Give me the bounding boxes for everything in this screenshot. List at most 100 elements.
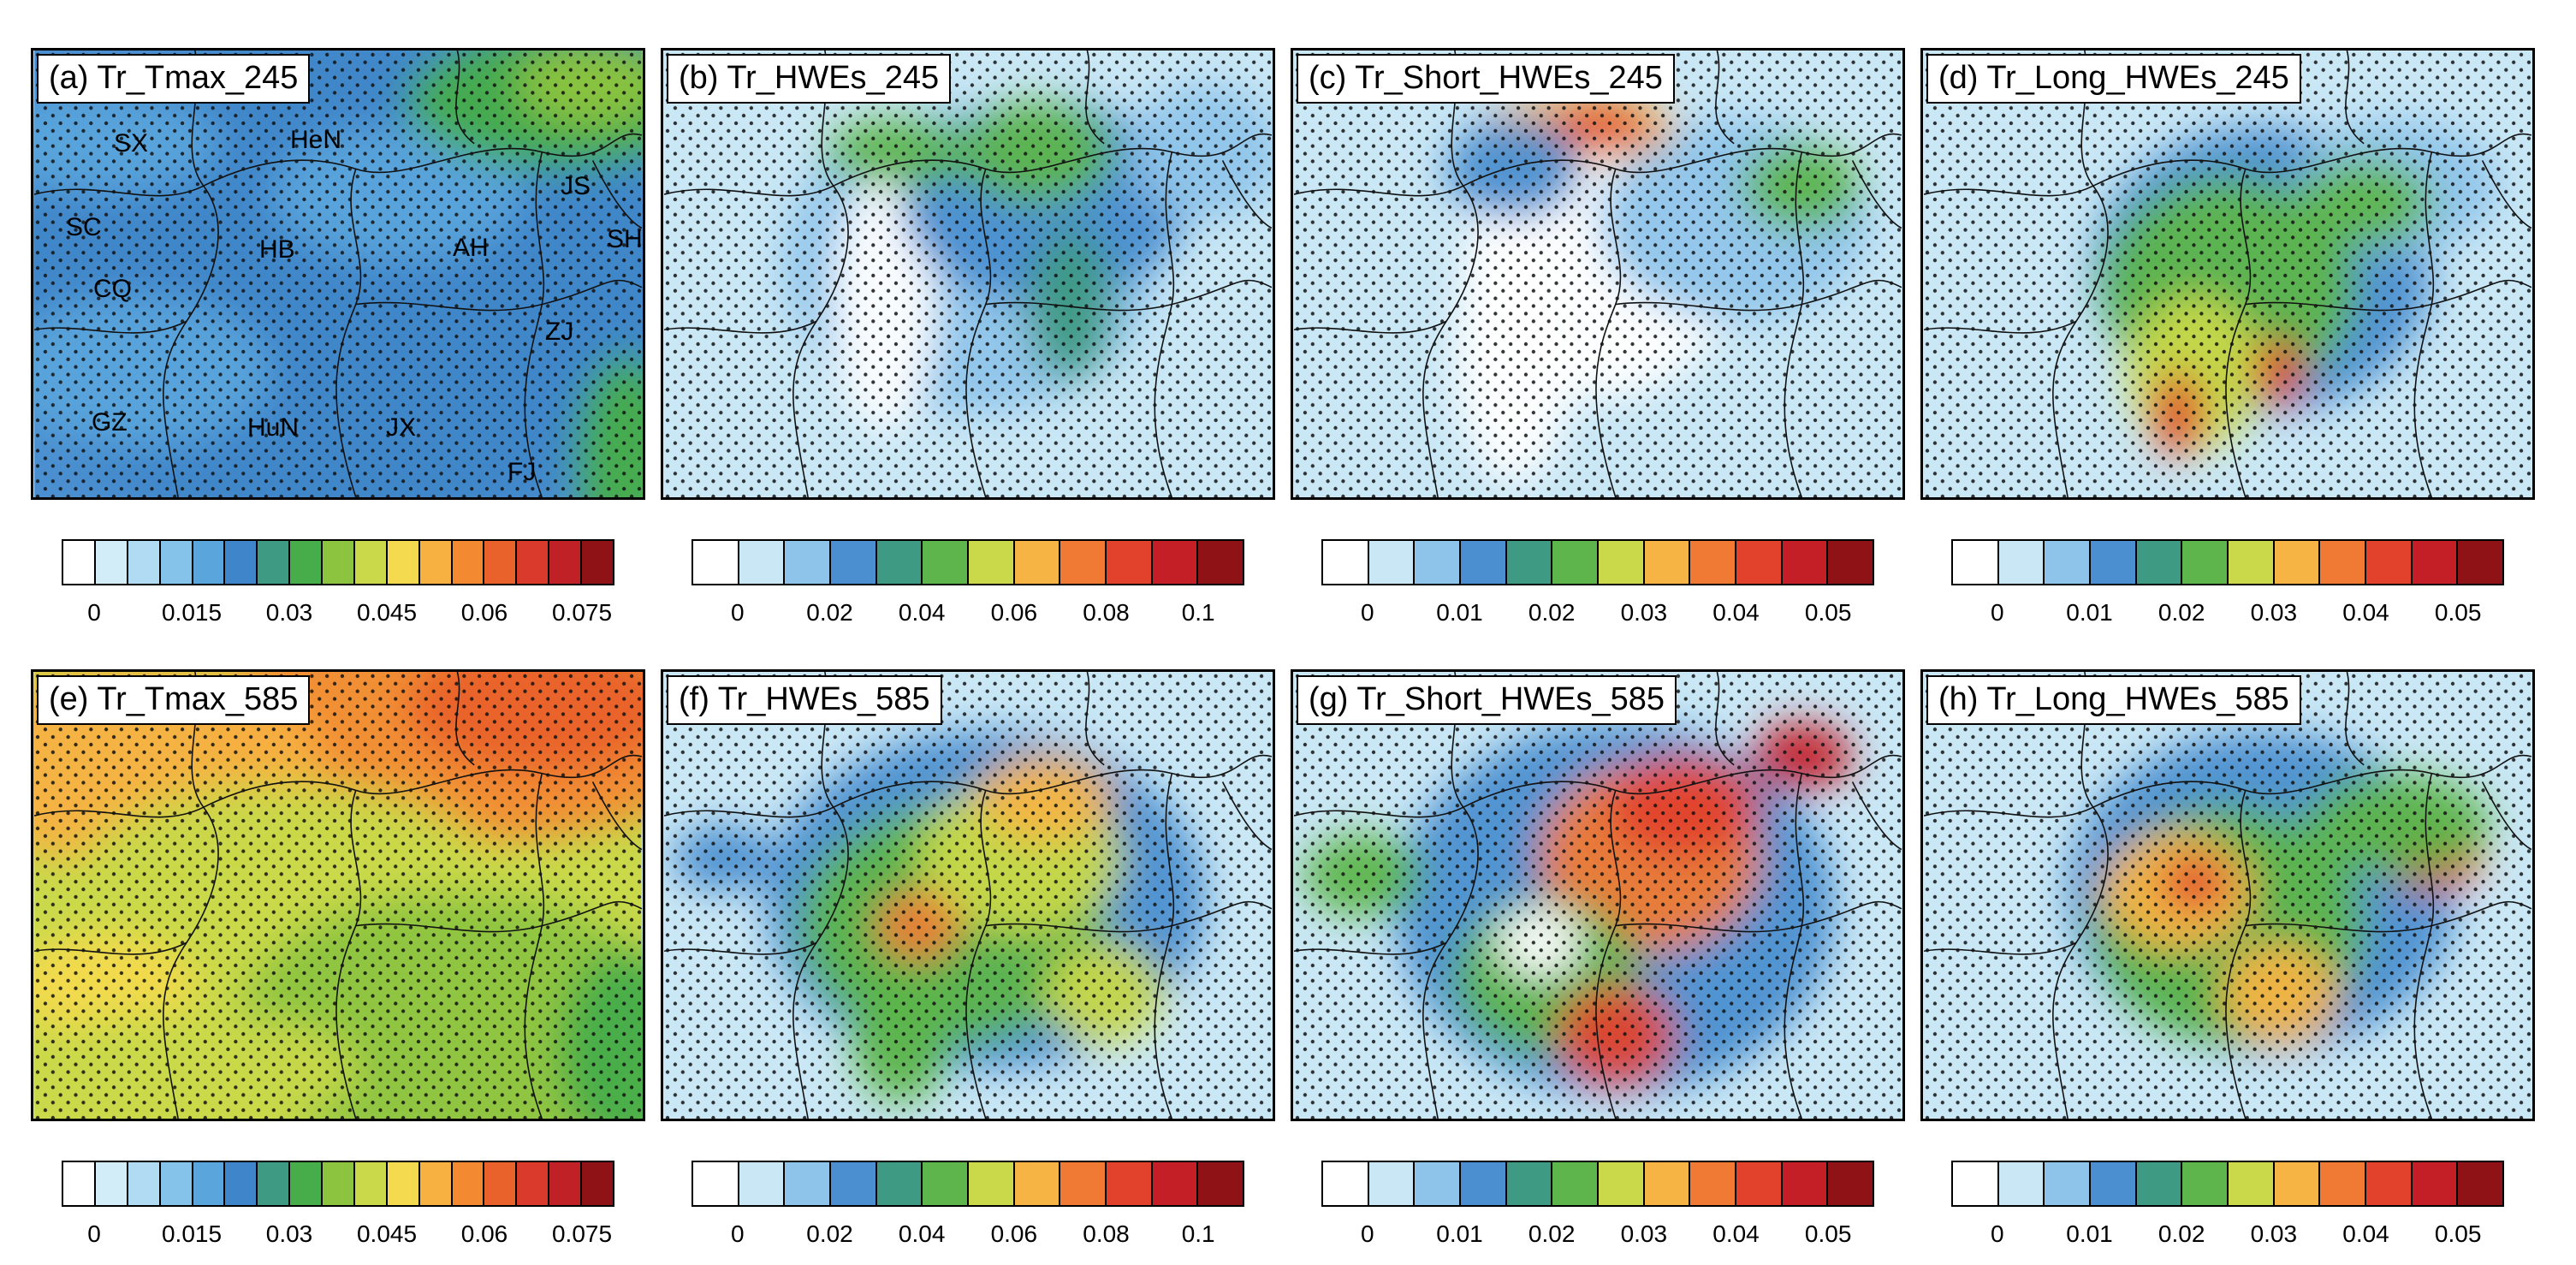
colorbar-swatch [1107, 541, 1153, 584]
colorbar-swatch [1782, 541, 1829, 584]
panel-title-a: (a) Tr_Tmax_245 [37, 54, 311, 104]
colorbar-tick-label: 0.04 [2342, 599, 2389, 626]
colorbar-swatch [2412, 541, 2459, 584]
province-label-hb: HB [259, 235, 295, 264]
colorbar-ticks-b: 0 0.02 0.04 0.06 0.08 0.1 [691, 599, 1244, 633]
colorbar-tick-label: 0.05 [2434, 1220, 2482, 1247]
colorbar-swatch [2458, 541, 2503, 584]
panel-title-d: (d) Tr_Long_HWEs_245 [1926, 54, 2301, 104]
colorbar-tick-label: 0.015 [161, 599, 223, 626]
colorbar-swatch [95, 1162, 128, 1205]
colorbar-tick-label: 0.02 [2158, 599, 2205, 626]
colorbar-swatch [2229, 541, 2275, 584]
colorbar-swatch [785, 1162, 832, 1205]
colorbar-swatch [1998, 1162, 2045, 1205]
colorbar-ticks-d: 0 0.01 0.02 0.03 0.04 0.05 [1951, 599, 2504, 633]
colorbar-swatch [1644, 541, 1691, 584]
colorbar-swatch [1644, 1162, 1691, 1205]
colorbar-swatch [693, 541, 739, 584]
colorbar-swatch [2136, 541, 2183, 584]
colorbar-tick-label: 0.01 [2066, 1220, 2113, 1247]
colorbar-swatch [2182, 541, 2229, 584]
colorbar-tick-label: 0.04 [1712, 599, 1760, 626]
colorbar-ticks-c: 0 0.01 0.02 0.03 0.04 0.05 [1321, 599, 1874, 633]
colorbar-swatch [785, 541, 832, 584]
map-field-a [33, 50, 643, 497]
colorbar-swatch [693, 1162, 739, 1205]
colorbar-tick-label: 0 [1361, 1220, 1374, 1247]
colorbar-swatch [1415, 1162, 1462, 1205]
colorbar-swatch [876, 541, 923, 584]
colorbar-tick-label: 0.04 [1712, 1220, 1760, 1247]
map-field-h [1923, 672, 2532, 1119]
colorbar-tick-label: 0 [1361, 599, 1374, 626]
colorbar-swatch [2412, 1162, 2459, 1205]
colorbar-swatch [1198, 541, 1243, 584]
colorbar-swatch [452, 541, 485, 584]
colorbar-f [691, 1161, 1244, 1207]
colorbar-swatch [354, 541, 388, 584]
colorbar-swatch [258, 1162, 291, 1205]
colorbar-tick-label: 0.015 [161, 1220, 223, 1247]
colorbar-swatch [160, 1162, 193, 1205]
map-panel-a: (a) Tr_Tmax_245 SX HeN JS SC HB AH SH CQ… [31, 48, 645, 500]
province-label-zj: ZJ [545, 318, 574, 346]
colorbar-tick-label: 0.04 [898, 1220, 946, 1247]
colorbar-swatch [549, 541, 582, 584]
colorbar-tick-label: 0.08 [1083, 599, 1130, 626]
colorbar-swatch [1828, 1162, 1873, 1205]
colorbar-swatch [1368, 541, 1416, 584]
map-field-e [33, 672, 643, 1119]
map-panel-g: (g) Tr_Short_HWEs_585 [1291, 669, 1905, 1121]
colorbar-ticks-f: 0 0.02 0.04 0.06 0.08 0.1 [691, 1220, 1244, 1255]
province-label-hen: HeN [290, 126, 342, 154]
colorbar-tick-label: 0.045 [356, 599, 418, 626]
colorbar-swatch [1599, 541, 1645, 584]
colorbar-tick-label: 0.03 [2250, 599, 2298, 626]
colorbar-swatch [969, 541, 1015, 584]
province-label-cq: CQ [93, 275, 132, 303]
colorbar-a [62, 539, 614, 585]
colorbar-swatch [1552, 541, 1600, 584]
province-label-sh: SH [607, 225, 643, 253]
colorbar-tick-label: 0.05 [1804, 599, 1852, 626]
colorbar-swatch [582, 1162, 613, 1205]
colorbar-swatch [2458, 1162, 2503, 1205]
colorbar-swatch [2045, 1162, 2092, 1205]
colorbar-tick-label: 0.01 [2066, 599, 2113, 626]
map-panel-c: (c) Tr_Short_HWEs_245 [1291, 48, 1905, 500]
colorbar-swatch [2045, 541, 2092, 584]
colorbar-swatch [2136, 1162, 2183, 1205]
colorbar-swatch [95, 541, 128, 584]
colorbar-swatch [923, 541, 970, 584]
colorbar-tick-label: 0.075 [551, 1220, 613, 1247]
colorbar-ticks-h: 0 0.01 0.02 0.03 0.04 0.05 [1951, 1220, 2504, 1255]
colorbar-swatch [1690, 1162, 1737, 1205]
panel-title-g: (g) Tr_Short_HWEs_585 [1297, 675, 1677, 725]
colorbar-e [62, 1161, 614, 1207]
colorbar-tick-label: 0.02 [806, 599, 853, 626]
colorbar-swatch [2320, 541, 2367, 584]
colorbar-swatch [1323, 1162, 1369, 1205]
colorbar-swatch [739, 541, 786, 584]
colorbar-swatch [1736, 541, 1783, 584]
map-field-f [663, 672, 1273, 1119]
colorbar-swatch [387, 541, 420, 584]
colorbar-tick-label: 0.1 [1181, 599, 1215, 626]
colorbar-swatch [1998, 541, 2045, 584]
colorbar-swatch [831, 541, 877, 584]
colorbar-swatch [258, 541, 291, 584]
colorbar-swatch [1782, 1162, 1829, 1205]
colorbar-ticks-a: 0 0.015 0.03 0.045 0.06 0.075 [62, 599, 614, 633]
colorbar-swatch [1152, 541, 1199, 584]
colorbar-tick-label: 0.03 [1620, 1220, 1668, 1247]
colorbar-tick-label: 0 [1991, 599, 2004, 626]
colorbar-swatch [1690, 541, 1737, 584]
colorbar-tick-label: 0 [87, 1220, 101, 1247]
colorbar-swatch [63, 541, 96, 584]
colorbar-tick-label: 0.06 [460, 599, 508, 626]
colorbar-swatch [2320, 1162, 2367, 1205]
province-label-hun: HuN [247, 413, 300, 442]
colorbar-swatch [2229, 1162, 2275, 1205]
colorbar-tick-label: 0.06 [990, 599, 1038, 626]
